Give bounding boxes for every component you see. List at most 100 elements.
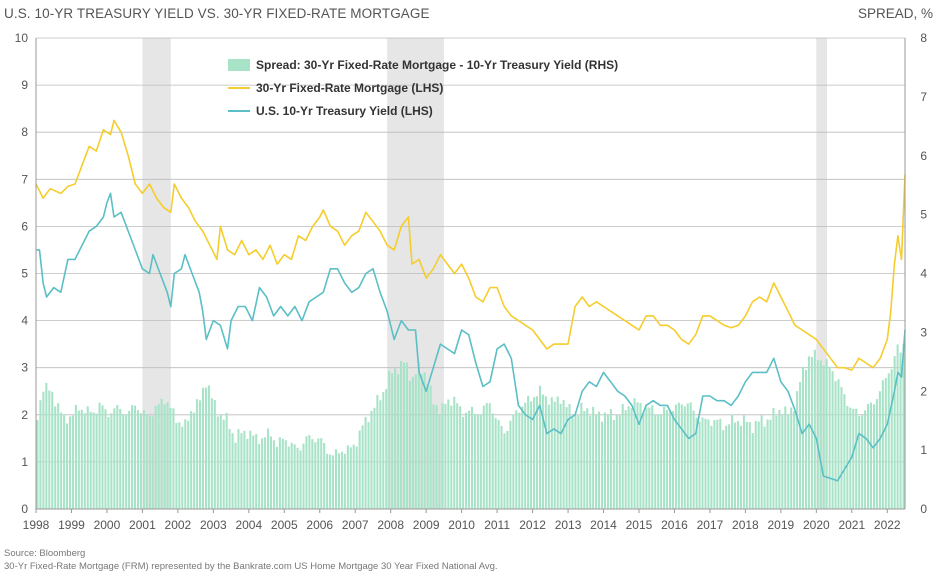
spread-bar	[544, 396, 547, 509]
spread-bar	[677, 402, 680, 509]
x-tick-label: 1998	[23, 518, 50, 532]
spread-bar	[494, 418, 497, 509]
spread-bar	[402, 362, 406, 509]
spread-bar	[872, 404, 875, 509]
spread-bar	[199, 400, 202, 509]
footer-source: Source: Bloomberg	[4, 548, 86, 559]
spread-bar	[627, 406, 630, 509]
x-tick-label: 2022	[874, 518, 901, 532]
spread-bar	[287, 446, 290, 509]
spread-bar	[139, 413, 142, 509]
spread-bar	[181, 426, 184, 509]
spread-bar	[305, 436, 308, 509]
spread-bar	[133, 405, 137, 509]
spread-bar	[89, 411, 92, 509]
spread-bar	[660, 414, 663, 509]
x-tick-label: 2018	[732, 518, 759, 532]
spread-bar	[527, 395, 530, 509]
spread-bar	[190, 411, 193, 509]
spread-bar	[686, 403, 689, 509]
spread-bar	[411, 376, 414, 509]
legend-swatch-treasury	[228, 110, 250, 112]
spread-bar	[586, 408, 589, 509]
spread-bar	[201, 387, 205, 509]
spread-bar	[893, 356, 896, 509]
spread-bar	[364, 416, 367, 509]
spread-bar	[609, 409, 612, 509]
y-left-tick-label: 3	[21, 361, 28, 375]
spread-bar	[71, 415, 74, 509]
spread-bar	[234, 442, 237, 509]
spread-bar	[450, 405, 453, 509]
spread-bar	[878, 391, 881, 509]
spread-bar	[465, 412, 468, 509]
spread-bar	[855, 408, 858, 509]
spread-bar	[420, 374, 423, 509]
spread-bar	[902, 344, 905, 509]
spread-bar	[269, 436, 273, 509]
spread-bar	[432, 404, 435, 509]
spread-bar	[45, 382, 48, 509]
spread-bar	[435, 405, 438, 509]
spread-bar	[249, 430, 252, 509]
x-tick-label: 2015	[626, 518, 653, 532]
spread-bar	[843, 394, 846, 509]
legend-item-spread: Spread: 30-Yr Fixed-Rate Mortgage - 10-Y…	[228, 56, 618, 74]
spread-bar	[95, 413, 98, 509]
spread-bar	[264, 437, 267, 509]
spread-bar	[772, 408, 775, 509]
spread-bar	[367, 422, 370, 509]
x-tick-label: 2008	[377, 518, 404, 532]
spread-bar	[77, 410, 80, 509]
spread-bar	[278, 437, 281, 509]
x-tick-label: 1999	[58, 518, 85, 532]
spread-bar	[36, 420, 39, 509]
spread-bar	[296, 447, 299, 509]
spread-bar	[612, 420, 615, 509]
spread-bar	[858, 416, 861, 509]
spread-bar	[831, 371, 834, 509]
spread-bar	[275, 446, 278, 509]
spread-bar	[349, 447, 352, 509]
spread-bar	[447, 399, 450, 509]
spread-bar	[337, 453, 341, 509]
spread-bar	[163, 404, 166, 509]
spread-bar	[881, 380, 884, 509]
x-tick-label: 2003	[200, 518, 227, 532]
spread-bar	[500, 425, 503, 509]
spread-bar	[51, 391, 54, 509]
spread-bar	[801, 366, 805, 509]
spread-bar	[157, 404, 160, 509]
x-tick-label: 2014	[590, 518, 617, 532]
spread-bar	[781, 415, 784, 509]
right-axis-title: SPREAD, %	[857, 6, 933, 21]
spread-bar	[258, 443, 261, 509]
spread-bar	[745, 421, 748, 509]
x-tick-label: 2002	[165, 518, 192, 532]
y-left-tick-label: 0	[21, 502, 28, 516]
spread-bar	[456, 403, 459, 509]
spread-bar	[225, 412, 228, 509]
spread-bar	[385, 389, 388, 509]
spread-bar	[624, 410, 627, 509]
spread-bar	[568, 403, 571, 509]
spread-bar	[796, 391, 799, 509]
spread-bar	[86, 406, 89, 509]
spread-bar	[861, 415, 864, 509]
spread-bar	[819, 360, 822, 509]
spread-bar	[571, 417, 574, 509]
y-right-tick-label: 6	[920, 149, 927, 163]
spread-bar	[459, 406, 462, 509]
spread-bar	[725, 425, 728, 509]
spread-bars	[36, 344, 905, 509]
spread-bar	[731, 414, 734, 509]
spread-bar	[160, 398, 163, 509]
spread-bar	[541, 394, 544, 509]
spread-bar	[113, 408, 116, 509]
spread-bar	[228, 429, 231, 509]
spread-bar	[151, 416, 154, 509]
spread-bar	[178, 422, 181, 509]
spread-bar	[400, 360, 403, 509]
spread-bar	[728, 424, 731, 509]
x-tick-label: 2011	[484, 518, 510, 532]
